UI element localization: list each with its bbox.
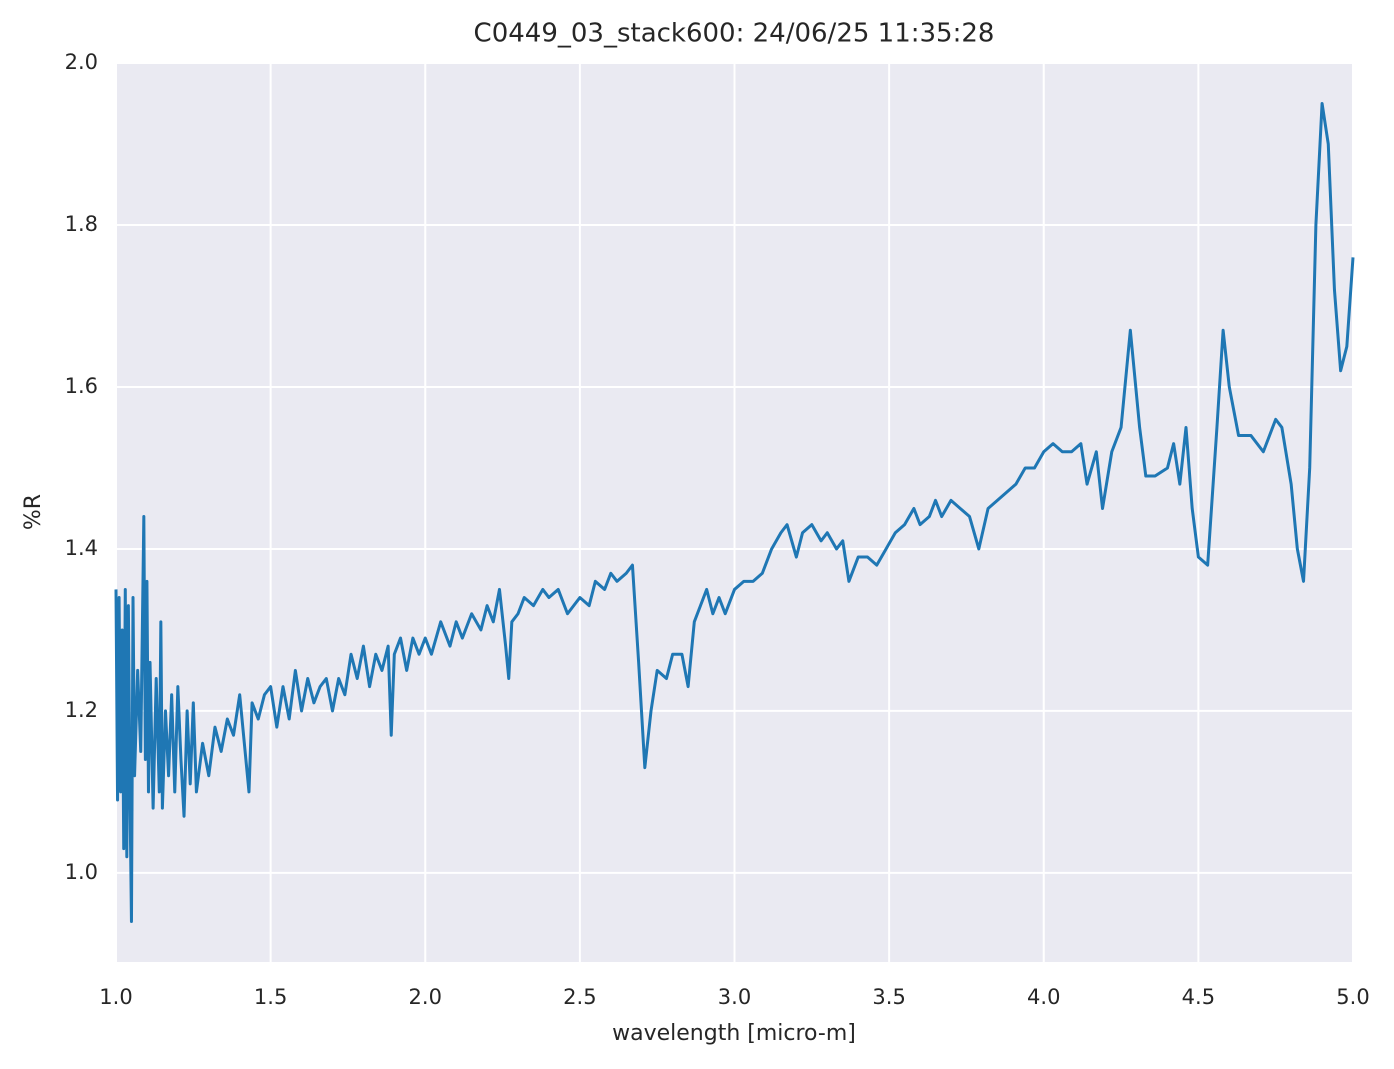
x-tick-label: 1.5	[254, 985, 287, 1009]
y-axis-label: %R	[21, 494, 46, 530]
x-tick-label: 2.5	[563, 985, 596, 1009]
x-tick-label: 3.5	[872, 985, 905, 1009]
x-tick-label: 4.0	[1027, 985, 1060, 1009]
x-tick-label: 3.0	[718, 985, 751, 1009]
x-tick-label: 2.0	[409, 985, 442, 1009]
x-tick-label: 1.0	[99, 985, 132, 1009]
y-tick-label: 1.0	[65, 860, 98, 884]
x-tick-label: 4.5	[1182, 985, 1215, 1009]
chart-title: C0449_03_stack600: 24/06/25 11:35:28	[474, 19, 995, 49]
y-tick-label: 1.2	[65, 698, 98, 722]
data-line	[114, 102, 1355, 923]
y-tick-label: 1.6	[65, 374, 98, 398]
y-tick-label: 1.8	[65, 212, 98, 236]
x-tick-label: 5.0	[1336, 985, 1369, 1009]
y-tick-label: 1.4	[65, 536, 98, 560]
y-tick-label: 2.0	[65, 50, 98, 74]
x-axis-label: wavelength [micro-m]	[612, 1021, 856, 1046]
